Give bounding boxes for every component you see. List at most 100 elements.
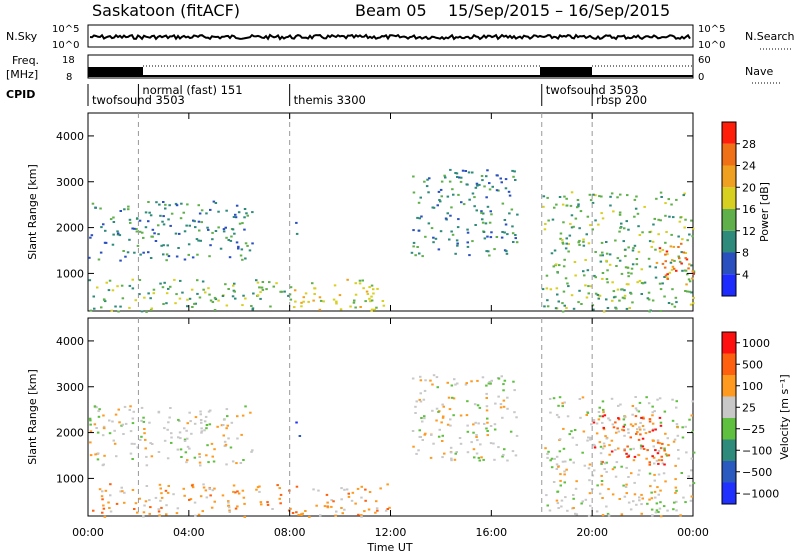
power-cell bbox=[169, 285, 172, 288]
cpid-mode-label: normal (fast) 151 bbox=[142, 83, 242, 97]
velocity-colorbar-tick-label: 500 bbox=[742, 358, 763, 371]
velocity-cell bbox=[674, 464, 677, 467]
velocity-cell bbox=[549, 411, 552, 414]
velocity-cell bbox=[188, 411, 191, 414]
power-cell bbox=[594, 276, 597, 279]
nsky-tick-bottom-left: 10^0 bbox=[52, 40, 79, 51]
power-cell bbox=[658, 247, 662, 250]
power-cell bbox=[679, 216, 682, 219]
velocity-cell bbox=[234, 507, 238, 510]
power-cell bbox=[111, 289, 115, 292]
power-cell bbox=[201, 280, 205, 283]
power-cell bbox=[601, 272, 605, 274]
power-cell bbox=[684, 252, 687, 254]
power-cell bbox=[265, 288, 268, 291]
velocity-cell bbox=[631, 405, 635, 407]
power-cell bbox=[664, 253, 667, 256]
power-cell bbox=[362, 287, 365, 290]
power-cell bbox=[488, 221, 492, 224]
power-cell bbox=[616, 288, 620, 291]
power-cell bbox=[545, 274, 549, 277]
power-cell bbox=[454, 172, 457, 174]
velocity-cell bbox=[133, 442, 136, 445]
power-cell bbox=[251, 242, 254, 245]
power-cell bbox=[482, 231, 486, 233]
power-cell bbox=[504, 178, 508, 181]
velocity-cell bbox=[603, 445, 606, 448]
power-cell bbox=[559, 237, 562, 240]
velocity-cell bbox=[614, 475, 618, 478]
velocity-cell bbox=[142, 515, 145, 518]
power-cell bbox=[241, 258, 244, 261]
velocity-cell bbox=[658, 442, 662, 445]
power-cell bbox=[594, 251, 597, 253]
power-cell bbox=[692, 302, 695, 305]
power-cell bbox=[195, 238, 199, 241]
velocity-cell bbox=[615, 431, 618, 434]
power-cell bbox=[173, 278, 176, 281]
velocity-colorbar-tick-label: −500 bbox=[742, 466, 772, 479]
velocity-cell bbox=[186, 422, 189, 425]
velocity-cell bbox=[640, 493, 643, 496]
velocity-cell bbox=[166, 428, 169, 431]
power-cell bbox=[295, 221, 298, 224]
velocity-cell bbox=[142, 420, 146, 423]
x-tick-label: 08:00 bbox=[274, 526, 306, 539]
velocity-cell bbox=[655, 502, 659, 505]
power-cell bbox=[434, 237, 438, 240]
power-cell bbox=[165, 292, 169, 295]
velocity-cell bbox=[559, 484, 562, 487]
power-cell bbox=[214, 202, 218, 204]
power-cell bbox=[238, 222, 242, 225]
velocity-cell bbox=[582, 430, 586, 433]
velocity-cell bbox=[575, 480, 578, 483]
power-cell bbox=[427, 222, 431, 225]
power-cell bbox=[657, 218, 660, 221]
power-cell bbox=[100, 226, 103, 229]
nave-tick-top: 60 bbox=[698, 55, 711, 66]
power-cell bbox=[682, 251, 686, 254]
velocity-cell bbox=[568, 433, 571, 436]
velocity-cell bbox=[103, 454, 106, 457]
velocity-cell bbox=[623, 416, 627, 419]
power-cell bbox=[584, 259, 587, 261]
power-cell bbox=[646, 297, 650, 300]
power-cell bbox=[412, 191, 416, 194]
velocity-cell bbox=[206, 444, 209, 447]
velocity-cell bbox=[213, 487, 216, 490]
power-cell bbox=[161, 286, 165, 289]
velocity-cell bbox=[140, 419, 143, 422]
power-cell bbox=[258, 286, 261, 289]
velocity-cell bbox=[438, 428, 441, 431]
velocity-cell bbox=[97, 415, 101, 418]
velocity-cell bbox=[674, 478, 677, 481]
velocity-cell bbox=[466, 430, 470, 433]
power-cell bbox=[177, 247, 180, 249]
velocity-cell bbox=[632, 500, 635, 503]
power-cell bbox=[103, 298, 106, 301]
velocity-cell bbox=[690, 495, 693, 498]
power-cell bbox=[684, 290, 687, 292]
power-cell bbox=[554, 307, 558, 310]
power-cell bbox=[680, 242, 683, 245]
velocity-cell bbox=[477, 422, 480, 425]
velocity-cell bbox=[497, 446, 500, 449]
velocity-cell bbox=[595, 510, 599, 513]
power-cell bbox=[138, 279, 142, 281]
velocity-cell bbox=[629, 423, 633, 426]
power-colorbar-label: Power [dB] bbox=[758, 182, 771, 242]
power-cell bbox=[685, 283, 688, 286]
velocity-cell bbox=[193, 456, 197, 459]
power-cell bbox=[102, 223, 105, 226]
power-colorbar-swatch bbox=[722, 143, 736, 166]
velocity-cell bbox=[501, 455, 504, 458]
power-cell bbox=[140, 310, 144, 313]
power-cell bbox=[569, 204, 573, 207]
power-cell bbox=[668, 215, 671, 218]
velocity-cell bbox=[163, 439, 167, 442]
power-cell bbox=[149, 309, 153, 311]
power-y-axis-label: Slant Range [km] bbox=[26, 164, 39, 260]
power-cell bbox=[150, 235, 153, 238]
velocity-cell bbox=[564, 460, 567, 463]
